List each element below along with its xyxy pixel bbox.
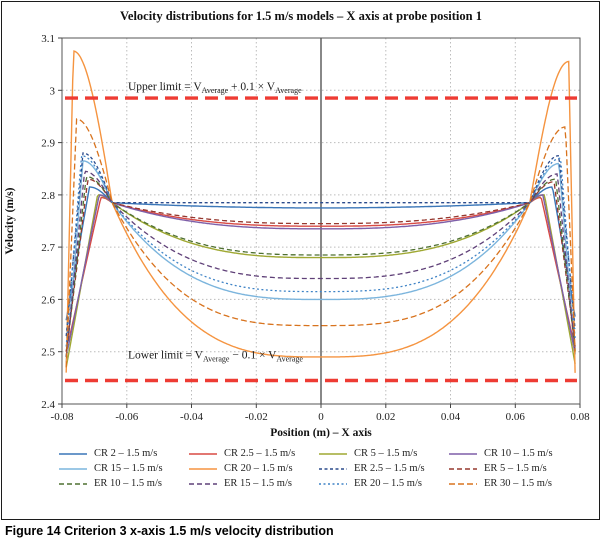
legend-label: CR 10 – 1.5 m/s [484, 448, 553, 459]
caption-label: Figure 14 [5, 524, 61, 538]
legend-swatch [449, 482, 477, 485]
series-group [65, 50, 576, 373]
x-tick-label: 0 [318, 411, 324, 423]
figure-caption: Figure 14 Criterion 3 x-axis 1.5 m/s vel… [5, 524, 334, 538]
legend-item: CR 2.5 – 1.5 m/s [188, 448, 318, 459]
x-tick-label: 0.04 [441, 411, 461, 423]
legend-label: CR 5 – 1.5 m/s [354, 448, 418, 459]
legend-item: ER 10 – 1.5 m/s [58, 478, 188, 489]
legend-item: ER 20 – 1.5 m/s [318, 478, 448, 489]
legend-label: CR 20 – 1.5 m/s [224, 463, 293, 474]
legend-item: CR 20 – 1.5 m/s [188, 463, 318, 474]
legend-swatch [59, 482, 87, 485]
chart-title: Velocity distributions for 1.5 m/s model… [120, 9, 482, 23]
legend-swatch [189, 467, 217, 470]
legend-label: ER 30 – 1.5 m/s [484, 478, 552, 489]
legend-swatch [319, 452, 347, 455]
legend-swatch [449, 467, 477, 470]
series-line [65, 160, 576, 363]
legend-item: ER 15 – 1.5 m/s [188, 478, 318, 489]
legend-swatch [449, 452, 477, 455]
legend-item: ER 2.5 – 1.5 m/s [318, 463, 448, 474]
series-line [65, 175, 576, 357]
series-line [65, 194, 576, 358]
y-axis-label: Velocity (m/s) [4, 187, 16, 254]
upper-limit-label: Upper limit = VAverage + 0.1 × VAverage [128, 81, 302, 95]
chart-legend: CR 2 – 1.5 m/s CR 2.5 – 1.5 m/s CR 5 – 1.5… [58, 448, 578, 489]
y-tick-label: 2.9 [41, 138, 55, 150]
x-tick-label: -0.08 [51, 411, 74, 423]
legend-swatch [59, 467, 87, 470]
legend-label: ER 10 – 1.5 m/s [94, 478, 162, 489]
legend-item: ER 5 – 1.5 m/s [448, 463, 578, 474]
x-tick-label: -0.06 [115, 411, 138, 423]
legend-item: ER 30 – 1.5 m/s [448, 478, 578, 489]
legend-label: ER 15 – 1.5 m/s [224, 478, 292, 489]
series-line [65, 186, 576, 321]
legend-label: ER 5 – 1.5 m/s [484, 463, 547, 474]
y-tick-label: 2.8 [41, 190, 55, 202]
x-tick-label: -0.02 [245, 411, 268, 423]
legend-item: CR 10 – 1.5 m/s [448, 448, 578, 459]
y-tick-label: 2.7 [41, 242, 55, 254]
legend-item: CR 15 – 1.5 m/s [58, 463, 188, 474]
series-line [65, 170, 576, 357]
series-line [65, 178, 576, 352]
legend-label: CR 2.5 – 1.5 m/s [224, 448, 296, 459]
y-tick-label: 2.5 [41, 347, 55, 359]
legend-item: CR 5 – 1.5 m/s [318, 448, 448, 459]
legend-swatch [189, 482, 217, 485]
y-tick-label: 2.4 [41, 399, 55, 411]
y-tick-label: 3 [50, 85, 56, 97]
lower-limit-label: Lower limit = VAverage − 0.1 × VAverage [128, 350, 303, 364]
legend-label: ER 20 – 1.5 m/s [354, 478, 422, 489]
y-tick-label: 3.1 [41, 33, 55, 45]
legend-swatch [59, 452, 87, 455]
legend-label: CR 15 – 1.5 m/s [94, 463, 163, 474]
x-tick-label: -0.04 [180, 411, 203, 423]
x-tick-label: 0.08 [570, 411, 590, 423]
series-line [65, 196, 576, 352]
x-tick-label: 0.02 [376, 411, 395, 423]
legend-swatch [319, 467, 347, 470]
legend-label: ER 2.5 – 1.5 m/s [354, 463, 425, 474]
series-line [65, 154, 576, 347]
velocity-chart: Velocity (m/s) Position (m) – X axis -0.… [4, 33, 590, 439]
legend-swatch [189, 452, 217, 455]
x-axis-label: Position (m) – X axis [270, 427, 372, 439]
y-tick-label: 2.6 [41, 294, 55, 306]
series-line [65, 152, 576, 337]
series-line [65, 50, 576, 373]
series-line [65, 194, 576, 368]
legend-swatch [319, 482, 347, 485]
legend-item: CR 2 – 1.5 m/s [58, 448, 188, 459]
x-tick-label: 0.06 [506, 411, 526, 423]
caption-text: Criterion 3 x-axis 1.5 m/s velocity dist… [64, 524, 334, 538]
legend-label: CR 2 – 1.5 m/s [94, 448, 158, 459]
